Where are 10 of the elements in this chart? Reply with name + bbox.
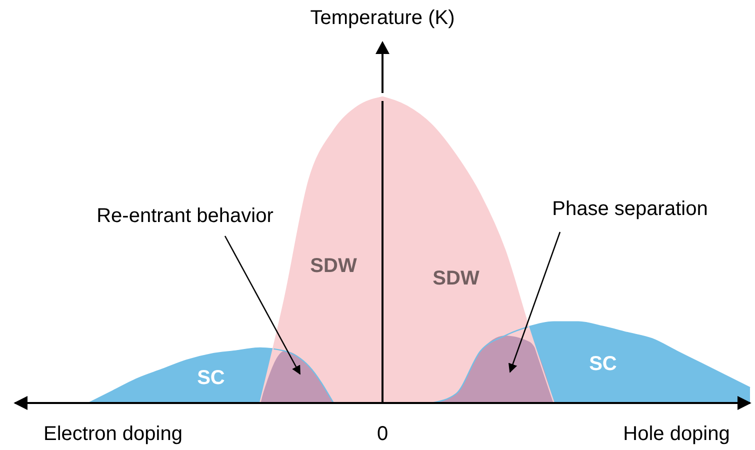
y-axis-title: Temperature (K) bbox=[310, 7, 455, 29]
series-label: SC bbox=[589, 353, 617, 376]
annotation: Phase separation bbox=[552, 198, 708, 220]
series-label: SDW bbox=[310, 255, 357, 278]
annotation: Re-entrant behavior bbox=[96, 205, 274, 227]
series-label: SC bbox=[197, 366, 225, 389]
x-tick-label: Electron doping bbox=[44, 423, 182, 445]
x-tick-label: 0 bbox=[376, 423, 388, 445]
series-label: SDW bbox=[432, 267, 480, 290]
x-tick-label: Hole doping bbox=[623, 423, 730, 445]
